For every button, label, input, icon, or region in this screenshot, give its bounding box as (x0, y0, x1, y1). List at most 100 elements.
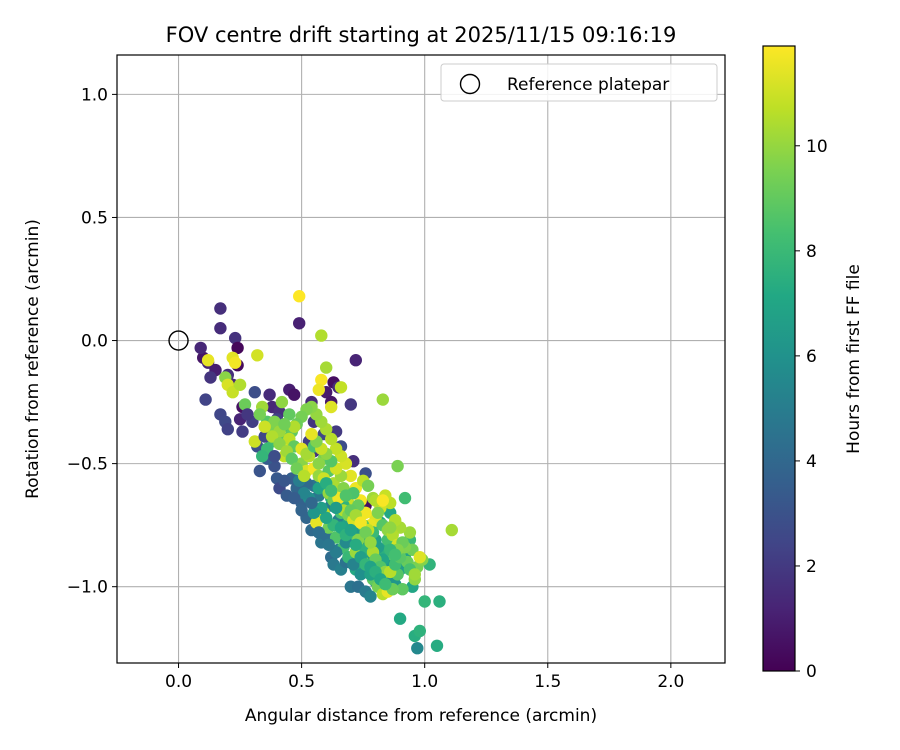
scatter-point (214, 302, 227, 315)
y-tick-label: 0.5 (81, 208, 108, 228)
x-axis-label: Angular distance from reference (arcmin) (245, 706, 597, 726)
x-tick-label: 1.5 (534, 672, 561, 692)
scatter-point (204, 371, 217, 384)
scatter-point (391, 459, 404, 473)
scatter-point (268, 450, 281, 463)
scatter-point (268, 415, 281, 428)
scatter-point (411, 642, 424, 655)
scatter-point (256, 450, 269, 463)
scatter-point (413, 624, 426, 638)
scatter-point (312, 457, 325, 470)
scatter-point (229, 331, 242, 345)
scatter-point (238, 398, 252, 411)
data-points (194, 290, 458, 655)
scatter-point (229, 356, 242, 369)
colorbar-tick-label: 0 (806, 662, 817, 682)
scatter-point (275, 395, 289, 409)
scatter-point (329, 442, 343, 455)
scatter-point (349, 354, 362, 367)
scatter-point (325, 432, 338, 446)
scatter-point (320, 361, 333, 374)
scatter-point (403, 526, 417, 539)
x-tick-label: 0.5 (288, 672, 315, 692)
scatter-point (354, 568, 367, 581)
colorbar-gradient (762, 45, 796, 672)
scatter-point (236, 425, 249, 438)
colorbar-tick-label: 4 (806, 452, 817, 472)
scatter-point (199, 393, 212, 406)
scatter-point (334, 381, 348, 394)
scatter-point (433, 595, 446, 608)
scatter-point (305, 427, 318, 441)
scatter-point (231, 341, 244, 355)
scatter-point (364, 536, 377, 549)
scatter-point (288, 388, 301, 401)
colorbar-ticks: 0 2 4 6 8 10 (795, 137, 828, 682)
scatter-point (396, 583, 409, 596)
scatter-point (371, 506, 385, 519)
scatter-point (418, 595, 431, 608)
scatter-point (315, 329, 328, 342)
scatter-point (312, 526, 325, 539)
y-tick-label: −0.5 (67, 455, 108, 475)
legend-box (440, 63, 718, 102)
scatter-point (221, 423, 234, 436)
grid-lines (117, 55, 725, 663)
scatter-point (288, 420, 301, 433)
scatter-point (241, 408, 254, 421)
scatter-point (320, 511, 333, 524)
y-tick-label: −1.0 (67, 578, 108, 598)
x-tick-label: 1.0 (411, 672, 438, 692)
scatter-point (344, 523, 357, 537)
scatter-point (278, 418, 291, 431)
scatter-point (325, 484, 338, 497)
scatter-point (293, 290, 306, 303)
scatter-point (297, 487, 311, 500)
scatter-point (398, 491, 412, 505)
scatter-point (408, 568, 421, 581)
scatter-point (201, 354, 215, 367)
colorbar-tick-label: 6 (806, 347, 817, 367)
scatter-point (376, 494, 389, 507)
y-tick-label: 1.0 (81, 85, 108, 105)
plot-frame (116, 54, 726, 664)
scatter-point (389, 548, 402, 561)
colorbar-tick-label: 8 (806, 242, 817, 262)
scatter-point (349, 538, 362, 551)
scatter-point (285, 452, 298, 465)
scatter-point (376, 393, 389, 406)
scatter-point (344, 398, 357, 411)
colorbar: 0 2 4 6 8 10 Hours from first FF file (762, 45, 864, 682)
scatter-point (359, 526, 372, 539)
chart-title: FOV centre drift starting at 2025/11/15 … (166, 23, 677, 47)
scatter-point (329, 501, 343, 515)
colorbar-tick-label: 10 (806, 137, 828, 157)
scatter-point (305, 496, 318, 510)
x-axis-ticks: 0.0 0.5 1.0 1.5 2.0 (165, 663, 684, 692)
scatter-point (339, 489, 353, 502)
scatter-point (248, 386, 261, 399)
legend-label: Reference platepar (507, 75, 669, 95)
scatter-point (253, 408, 266, 421)
scatter-point (354, 516, 367, 529)
scatter-point (325, 400, 338, 414)
scatter-point (312, 383, 325, 396)
scatter-point (445, 523, 458, 537)
y-axis-label: Rotation from reference (arcmin) (23, 219, 43, 499)
scatter-point (258, 420, 271, 433)
scatter-point (430, 639, 444, 652)
scatter-point (413, 551, 426, 564)
scatter-point (288, 491, 301, 505)
scatter-point (278, 474, 291, 487)
scatter-point (297, 469, 311, 483)
scatter-point (253, 464, 266, 478)
reference-platepar-point (168, 330, 189, 351)
scatter-point (361, 479, 375, 492)
scatter-point (379, 578, 392, 591)
reference-marker (168, 330, 189, 351)
colorbar-tick-label: 2 (806, 557, 817, 577)
scatter-point (251, 349, 264, 362)
scatter-point (393, 612, 407, 625)
scatter-point (310, 516, 323, 529)
